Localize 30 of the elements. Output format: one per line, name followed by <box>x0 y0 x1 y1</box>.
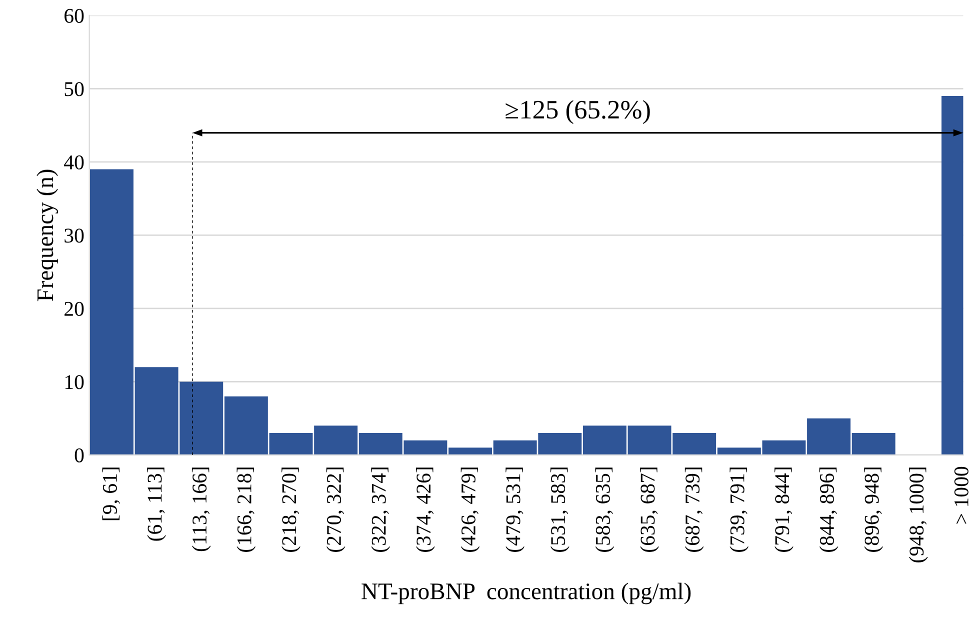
x-tick-label: (479, 531] <box>506 468 525 552</box>
x-tick-label: (270, 322] <box>326 468 346 552</box>
y-tick-label: 0 <box>74 448 84 462</box>
y-tick-label: 60 <box>64 8 84 23</box>
y-tick-label: 50 <box>64 82 84 96</box>
y-tick-label: 10 <box>65 375 84 390</box>
x-tick-label: (166, 218] <box>236 468 256 552</box>
y-tick-label: 20 <box>64 302 84 316</box>
x-tick-label: (113, 166] <box>192 468 211 552</box>
x-tick-label: (791, 844] <box>774 468 794 552</box>
x-tick-label: (687, 739] <box>684 468 704 552</box>
x-tick-label: (531, 583] <box>550 468 570 552</box>
y-axis-title: Frequency (n) <box>36 170 58 302</box>
x-tick-label: (374, 426] <box>416 468 435 552</box>
y-tick-label: 30 <box>64 228 84 243</box>
x-tick-label: (61, 113] <box>147 468 166 541</box>
annotation: ≥125 (65.2%) <box>506 100 650 124</box>
x-tick-label: [9, 61] <box>102 468 120 520</box>
x-tick-label: (948, 1000] <box>908 468 928 562</box>
x-tick-label: (635, 687] <box>640 468 659 552</box>
x-tick-label: (739, 791] <box>730 468 749 552</box>
x-tick-label: (896, 948] <box>864 468 884 552</box>
x-tick-label: (426, 479] <box>460 468 480 552</box>
x-tick-label: (218, 270] <box>282 468 300 552</box>
x-tick-label: (844, 896] <box>819 468 838 552</box>
x-tick-label: > 1000 <box>954 466 968 524</box>
x-axis-title: NT-proBNP concentration (pg/ml) <box>362 582 691 604</box>
x-tick-label: (322, 374] <box>371 468 390 552</box>
x-tick-label: (583, 635] <box>595 468 614 552</box>
y-tick-label: 40 <box>64 155 84 170</box>
